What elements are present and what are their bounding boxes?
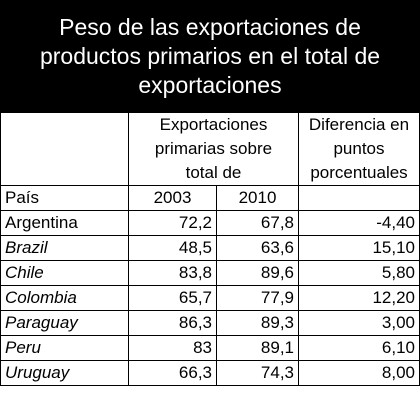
cell-2010[interactable]: 89,3 — [216, 310, 299, 336]
header-row-descriptions: Exportaciones primarias sobre total de D… — [0, 113, 420, 186]
cell-2010[interactable]: 89,1 — [216, 335, 299, 361]
cell-2010[interactable]: 77,9 — [216, 285, 299, 311]
cell-diferencia[interactable]: 12,20 — [298, 285, 420, 311]
cell-2010[interactable]: 67,8 — [216, 210, 299, 236]
header-cell-empty[interactable] — [0, 113, 129, 186]
cell-2010[interactable]: 74,3 — [216, 360, 299, 386]
header-diferencia[interactable]: Diferencia en puntos porcentuales — [298, 113, 420, 186]
title-line-1: Peso de las exportaciones de — [59, 14, 361, 40]
cell-2003[interactable]: 86,3 — [128, 310, 217, 336]
header-cell-empty-diff[interactable] — [298, 185, 420, 211]
table-row: Argentina 72,2 67,8 -4,40 — [0, 210, 420, 236]
cell-2010[interactable]: 63,6 — [216, 235, 299, 261]
cell-diferencia[interactable]: 5,80 — [298, 260, 420, 286]
cell-diferencia[interactable]: 15,10 — [298, 235, 420, 261]
cell-diferencia[interactable]: 3,00 — [298, 310, 420, 336]
cell-2003[interactable]: 48,5 — [128, 235, 217, 261]
cell-diferencia[interactable]: -4,40 — [298, 210, 420, 236]
cell-diferencia[interactable]: 8,00 — [298, 360, 420, 386]
header-year-2010[interactable]: 2010 — [216, 185, 299, 211]
cell-country[interactable]: Argentina — [0, 210, 129, 236]
cell-2003[interactable]: 83 — [128, 335, 217, 361]
cell-country[interactable]: Chile — [0, 260, 129, 286]
table-row: Peru 83 89,1 6,10 — [0, 335, 420, 361]
cell-country[interactable]: Colombia — [0, 285, 129, 311]
table-title: Peso de las exportaciones de productos p… — [0, 0, 420, 113]
cell-country[interactable]: Peru — [0, 335, 129, 361]
header-exportaciones[interactable]: Exportaciones primarias sobre total de — [128, 113, 299, 186]
cell-2003[interactable]: 83,8 — [128, 260, 217, 286]
table-row: Paraguay 86,3 89,3 3,00 — [0, 310, 420, 336]
cell-country[interactable]: Paraguay — [0, 310, 129, 336]
table-row: Chile 83,8 89,6 5,80 — [0, 260, 420, 286]
cell-country[interactable]: Brazil — [0, 235, 129, 261]
title-line-3: exportaciones — [138, 72, 282, 98]
cell-country[interactable]: Uruguay — [0, 360, 129, 386]
cell-2003[interactable]: 72,2 — [128, 210, 217, 236]
data-table: Exportaciones primarias sobre total de D… — [0, 113, 420, 386]
cell-2010[interactable]: 89,6 — [216, 260, 299, 286]
cell-diferencia[interactable]: 6,10 — [298, 335, 420, 361]
cell-2003[interactable]: 66,3 — [128, 360, 217, 386]
table-row: Colombia 65,7 77,9 12,20 — [0, 285, 420, 311]
title-line-2: productos primarios en el total de — [39, 43, 381, 69]
cell-2003[interactable]: 65,7 — [128, 285, 217, 311]
header-pais[interactable]: País — [0, 185, 129, 211]
header-row-years: País 2003 2010 — [0, 185, 420, 211]
table-row: Brazil 48,5 63,6 15,10 — [0, 235, 420, 261]
header-year-2003[interactable]: 2003 — [128, 185, 217, 211]
table-row: Uruguay 66,3 74,3 8,00 — [0, 360, 420, 386]
